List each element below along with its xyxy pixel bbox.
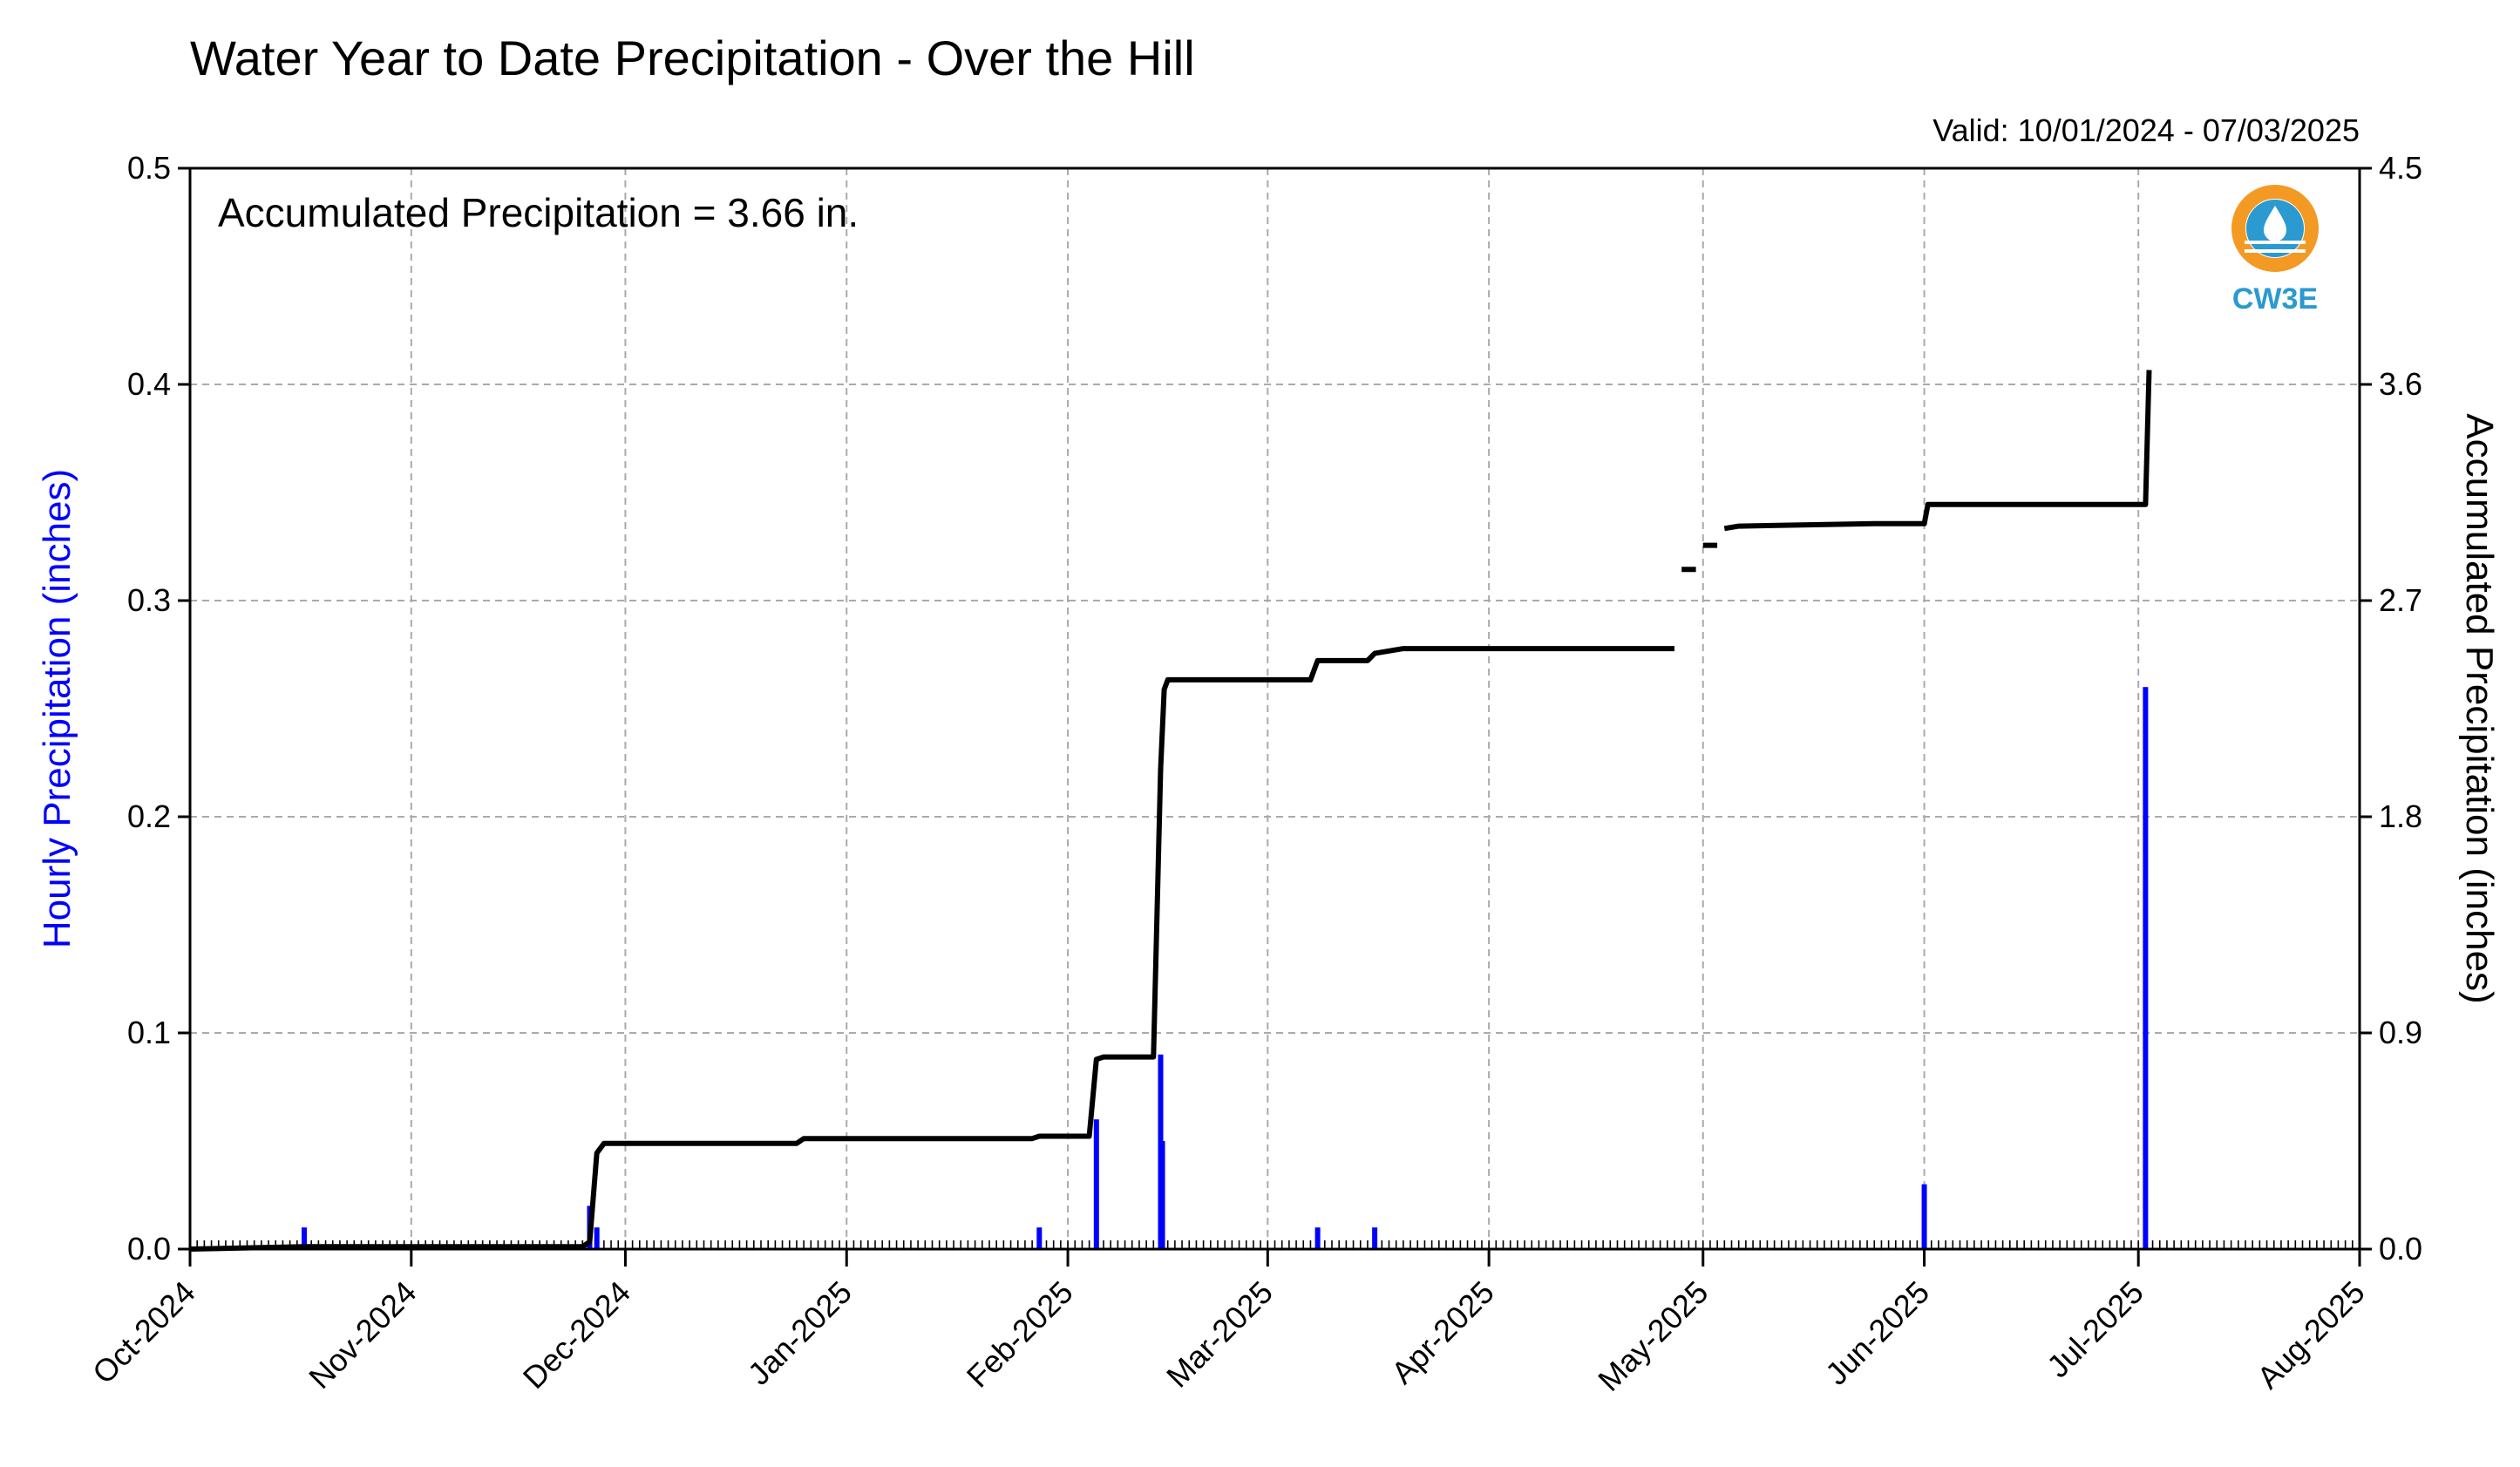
hourly-bar [1314,1227,1321,1249]
grid-lines [190,168,2360,1249]
hourly-bar [1093,1119,1099,1249]
accumulated-segment [1723,370,2152,532]
hourly-bar [2143,687,2149,1249]
plot-frame [188,166,2361,1251]
water-drop-icon [2264,206,2286,241]
y-axis-left-label: Hourly Precipitation (inches) [36,469,78,948]
logo-ring [2231,185,2319,272]
y-right-tick-label: 2.7 [2379,582,2422,618]
accumulated-total-annotation: Accumulated Precipitation = 3.66 in. [218,190,859,235]
hourly-bar [1921,1184,1927,1249]
y-axis-right-ticks: 0.0 0.9 1.8 2.7 3.6 4.5 [2360,150,2422,1267]
chart-title: Water Year to Date Precipitation - Over … [190,31,1195,85]
y-left-tick-label: 0.2 [127,798,171,834]
y-right-tick-label: 0.0 [2379,1231,2422,1267]
hourly-bar [1036,1227,1043,1249]
hourly-bar [1159,1141,1165,1249]
hourly-bar [1372,1227,1378,1249]
y-right-tick-label: 0.9 [2379,1015,2422,1050]
valid-date-range: Valid: 10/01/2024 - 07/03/2025 [1932,112,2360,148]
accumulated-segment [189,646,1674,1252]
y-right-tick-label: 4.5 [2379,150,2422,186]
y-axis-left-ticks: 0.0 0.1 0.2 0.3 0.4 0.5 [127,150,190,1267]
cw3e-logo: CW3E [2231,185,2319,316]
y-left-tick-label: 0.0 [127,1231,171,1267]
y-right-tick-label: 3.6 [2379,366,2422,402]
y-left-tick-label: 0.3 [127,582,171,618]
logo-label: CW3E [2232,282,2318,316]
y-left-tick-label: 0.1 [127,1015,171,1050]
y-left-tick-label: 0.4 [127,366,171,402]
accumulated-line [189,370,2152,1252]
y-axis-right-label: Accumulated Precipitation (inches) [2458,413,2501,1003]
y-left-tick-label: 0.5 [127,150,171,186]
hourly-bar [594,1227,600,1249]
hourly-bar [302,1227,307,1249]
y-right-tick-label: 1.8 [2379,798,2422,834]
